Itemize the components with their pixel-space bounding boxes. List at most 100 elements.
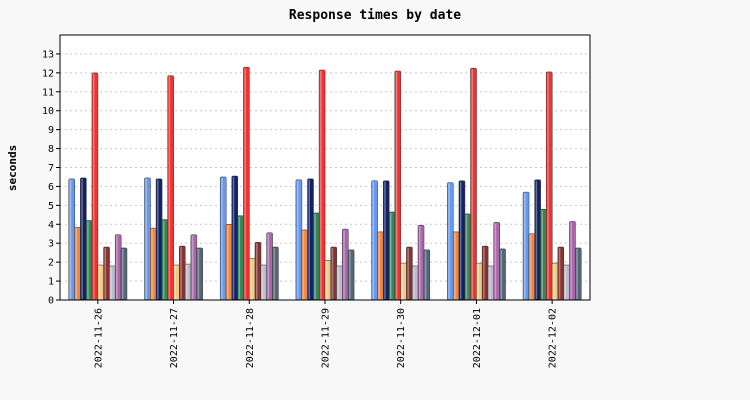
y-tick-label: 0 xyxy=(48,296,54,307)
bar-highlight xyxy=(576,248,578,299)
bar xyxy=(80,177,87,301)
bar xyxy=(347,249,355,301)
bar-highlight xyxy=(459,181,462,299)
x-tick-labels: 2022-11-26 2022-11-27 2022-11-28 2022-11-29… xyxy=(93,300,559,368)
bar-highlight xyxy=(151,229,153,299)
bar-highlight xyxy=(419,226,421,299)
bar-highlight xyxy=(116,235,118,299)
y-tick-label: 6 xyxy=(48,182,54,193)
bar xyxy=(324,260,332,301)
bar-highlight xyxy=(191,235,194,299)
bar xyxy=(225,224,233,301)
bar xyxy=(97,264,105,301)
bar-highlight xyxy=(349,250,351,299)
bar xyxy=(120,247,128,301)
bar-highlight xyxy=(81,178,83,299)
bar xyxy=(470,67,477,301)
bar-highlight xyxy=(325,261,328,299)
bar-highlight xyxy=(448,183,450,299)
bar xyxy=(85,220,93,301)
bar-highlight xyxy=(395,71,398,300)
bar-highlight xyxy=(308,179,310,299)
bar-highlight xyxy=(221,177,223,299)
bar xyxy=(336,265,343,301)
bar xyxy=(330,246,337,301)
bar-highlight xyxy=(454,232,456,299)
bar xyxy=(103,246,110,301)
bar-highlight xyxy=(570,222,572,299)
bar xyxy=(237,215,244,301)
bar-highlight xyxy=(197,248,200,299)
bar xyxy=(196,247,203,301)
bar xyxy=(382,180,390,301)
bar xyxy=(179,245,186,301)
chart-title: Response times by date xyxy=(289,8,461,23)
bar xyxy=(545,71,553,301)
bar xyxy=(417,224,425,301)
bar-highlight xyxy=(250,259,252,299)
bar-highlight xyxy=(407,248,409,299)
y-tick-label: 8 xyxy=(48,144,54,155)
bar-highlight xyxy=(75,228,78,300)
bar-highlight xyxy=(488,266,491,299)
bar xyxy=(557,246,565,301)
bar-highlight xyxy=(343,230,345,299)
bar xyxy=(458,180,466,301)
bar-highlight xyxy=(232,177,235,299)
bar xyxy=(563,264,570,301)
bar xyxy=(219,176,227,301)
bar-highlight xyxy=(168,76,171,299)
bar-highlight xyxy=(529,234,532,299)
bar-highlight xyxy=(390,212,392,299)
bar-highlight xyxy=(471,69,474,300)
bar-highlight xyxy=(535,180,538,299)
y-tick-label: 9 xyxy=(48,125,54,136)
bar xyxy=(313,212,320,301)
y-tick-label: 2 xyxy=(48,258,54,269)
bar xyxy=(144,177,151,301)
bar xyxy=(493,222,500,301)
bar-highlight xyxy=(238,216,241,299)
bar xyxy=(173,264,180,301)
bar-highlight xyxy=(541,210,543,299)
bar xyxy=(499,248,506,301)
bar-highlight xyxy=(273,248,275,299)
bar-highlight xyxy=(255,243,258,299)
bar-highlight xyxy=(69,179,72,299)
bar xyxy=(295,179,303,301)
bar-highlight xyxy=(98,265,101,299)
bar xyxy=(243,66,250,301)
bar-highlight xyxy=(302,230,305,299)
bar-highlight xyxy=(320,71,322,300)
bar xyxy=(301,229,308,301)
y-tick-label: 3 xyxy=(48,239,54,250)
y-tick-label: 5 xyxy=(48,201,54,212)
y-tick-label: 4 xyxy=(48,220,54,231)
bar xyxy=(569,221,576,301)
bar xyxy=(400,262,407,301)
bar-highlight xyxy=(174,265,176,299)
x-tick-label: 2022-11-27 xyxy=(169,308,180,368)
bar xyxy=(109,265,116,301)
bar-highlight xyxy=(483,247,485,299)
y-tick-label: 1 xyxy=(48,277,54,288)
bar xyxy=(481,245,489,301)
bar-highlight xyxy=(145,178,147,299)
bar xyxy=(406,246,413,301)
bar-highlight xyxy=(401,264,404,299)
bar xyxy=(184,263,192,301)
bar-highlight xyxy=(162,220,165,299)
bar-highlight xyxy=(186,265,188,299)
bar xyxy=(411,265,419,301)
bar-highlight xyxy=(296,180,299,299)
y-tick-label: 10 xyxy=(42,106,54,117)
bar-highlight xyxy=(372,181,375,299)
bar xyxy=(272,246,279,301)
bar xyxy=(114,234,122,301)
bar-highlight xyxy=(180,247,182,299)
bar xyxy=(318,69,326,301)
bar-highlight xyxy=(524,193,526,299)
bar xyxy=(91,72,99,301)
